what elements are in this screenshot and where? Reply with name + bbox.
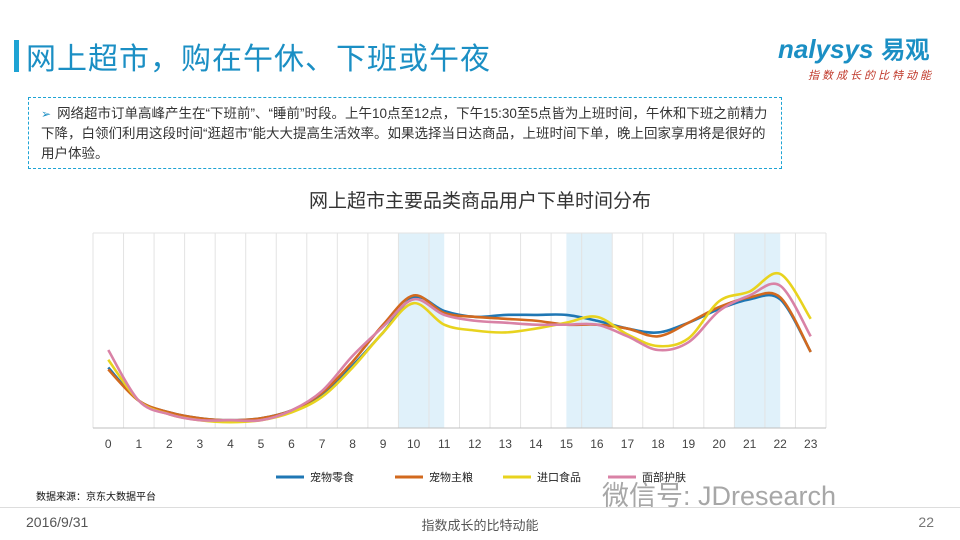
x-tick-label: 11 xyxy=(438,437,451,451)
page-number: 22 xyxy=(918,514,934,530)
highlight-band-0 xyxy=(398,233,445,428)
wechat-watermark: 微信号: JDresearch xyxy=(602,481,837,511)
footer-divider xyxy=(0,507,960,508)
title-accent-bar xyxy=(14,40,19,72)
line-chart: 0 1 2 3 4 5 6 7 8 9 10 11 12 13 14 15 16 17 18 19 20 21 22 23 宠… xyxy=(92,232,827,484)
x-tick-label: 17 xyxy=(621,437,635,451)
data-source: 数据来源：京东大数据平台 xyxy=(36,492,156,503)
x-tick-label: 10 xyxy=(407,437,421,451)
x-tick-label: 5 xyxy=(258,437,265,451)
page-title: 网上超市，购在午休、下班或午夜 xyxy=(26,43,491,76)
x-tick-label: 1 xyxy=(135,437,142,451)
logo-slogan: 指数成长的比特动能 xyxy=(808,70,934,82)
x-tick-label: 8 xyxy=(349,437,356,451)
summary-note-box: ➢ 网络超市订单高峰产生在“下班前”、“睡前”时段。上午10点至12点，下午15:… xyxy=(28,97,782,169)
x-tick-label: 13 xyxy=(499,437,513,451)
x-tick-label: 7 xyxy=(319,437,326,451)
x-tick-label: 9 xyxy=(380,437,387,451)
x-tick-label: 23 xyxy=(804,437,818,451)
x-tick-label: 18 xyxy=(651,437,665,451)
logo-brand-en: nalysys xyxy=(778,34,874,64)
legend-label-3: 面部护肤 xyxy=(642,470,686,484)
series-line-3 xyxy=(107,282,812,423)
chart-series xyxy=(107,271,812,424)
x-tick-label: 21 xyxy=(743,437,757,451)
arrow-bullet-icon: ➢ xyxy=(41,107,52,121)
footer-date: 2016/9/31 xyxy=(26,514,89,530)
x-tick-label: 3 xyxy=(197,437,204,451)
x-tick-label: 0 xyxy=(105,437,112,451)
highlight-bands xyxy=(398,233,781,428)
x-tick-label: 6 xyxy=(288,437,295,451)
x-tick-label: 2 xyxy=(166,437,173,451)
legend-label-2: 进口食品 xyxy=(537,470,581,484)
chart-grid xyxy=(92,232,827,429)
x-tick-label: 19 xyxy=(682,437,696,451)
highlight-band-2 xyxy=(734,233,781,428)
chart-legend: 宠物零食 宠物主粮 进口食品 面部护肤 xyxy=(276,470,686,484)
logo-brand: nalysys 易观 xyxy=(778,30,948,65)
x-tick-label: 14 xyxy=(529,437,543,451)
x-tick-label: 20 xyxy=(712,437,726,451)
x-tick-label: 22 xyxy=(774,437,788,451)
logo-brand-cn: 易观 xyxy=(881,37,930,64)
x-tick-label: 12 xyxy=(468,437,482,451)
legend-label-1: 宠物主粮 xyxy=(429,470,473,484)
x-tick-label: 15 xyxy=(560,437,574,451)
x-tick-label: 4 xyxy=(227,437,234,451)
footer-slogan: 指数成长的比特动能 xyxy=(421,518,539,533)
analysys-logo: nalysys 易观 指数成长的比特动能 xyxy=(778,30,948,82)
highlight-band-1 xyxy=(566,233,613,428)
chart-title: 网上超市主要品类商品用户下单时间分布 xyxy=(308,191,651,212)
summary-note-text: 网络超市订单高峰产生在“下班前”、“睡前”时段。上午10点至12点，下午15:3… xyxy=(41,106,768,161)
x-tick-label: 16 xyxy=(590,437,604,451)
x-axis-ticks: 0 1 2 3 4 5 6 7 8 9 10 11 12 13 14 15 16 17 18 19 20 21 22 23 xyxy=(105,437,818,451)
legend-label-0: 宠物零食 xyxy=(310,470,354,484)
series-line-2 xyxy=(107,271,812,424)
